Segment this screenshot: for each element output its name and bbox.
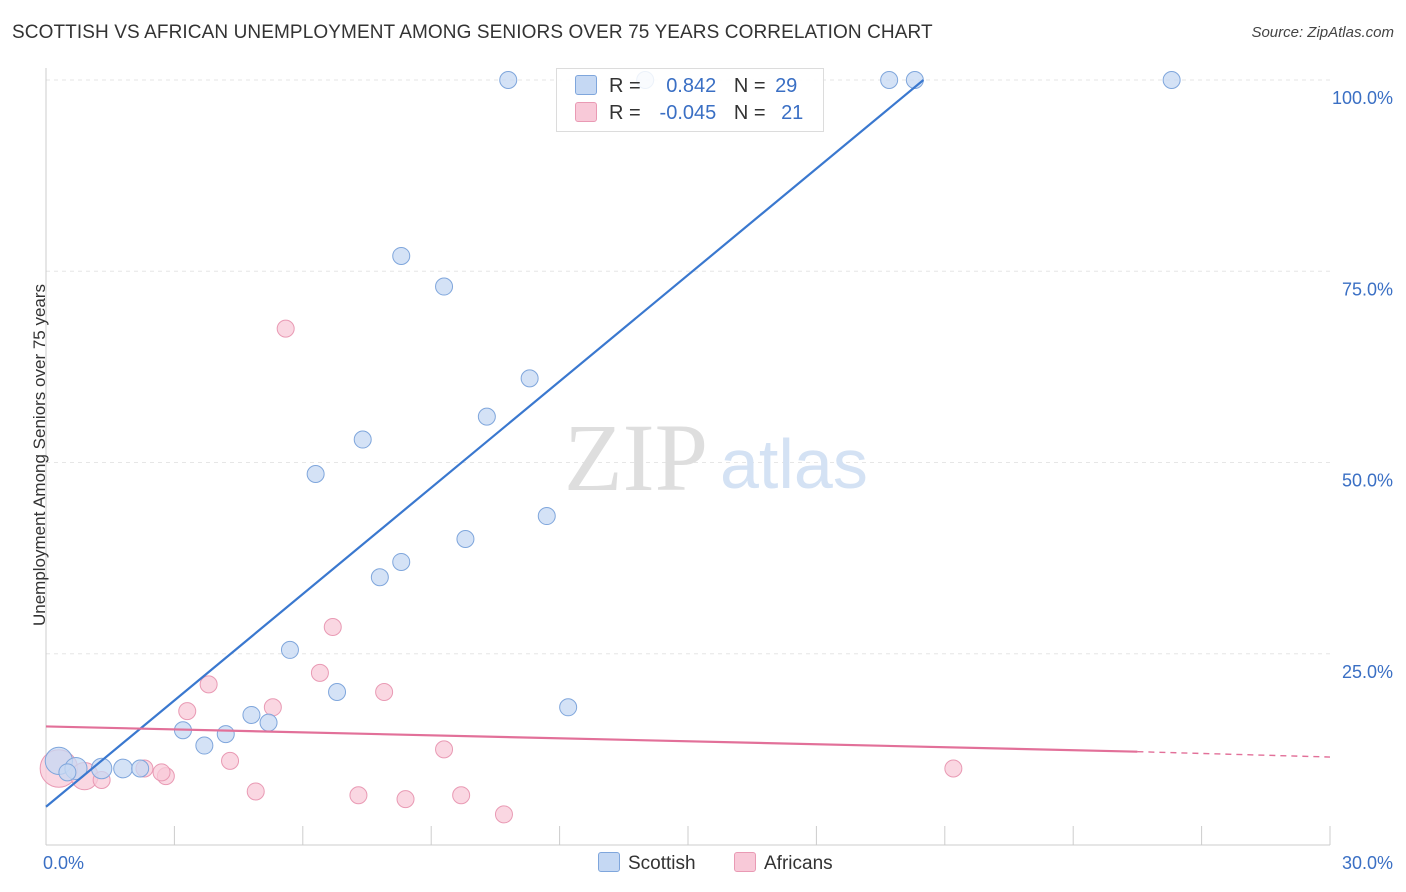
scottish-point-12: [328, 683, 347, 701]
scottish-point-9: [259, 713, 278, 732]
series-africans: [39, 319, 963, 824]
y-tick-label-0: 25.0%: [1342, 662, 1393, 682]
africans-point-10: [276, 319, 295, 338]
correlation-stats-box: R = 0.842 N = 29 R = -0.045 N = 21: [556, 68, 824, 132]
stats-row-africans: R = -0.045 N = 21: [575, 102, 803, 128]
africans-n-value: 21: [781, 102, 804, 124]
scottish-point-17: [435, 277, 454, 296]
africans-point-17: [452, 786, 471, 805]
scottish-point-10: [280, 640, 299, 659]
scottish-point-23: [559, 698, 578, 717]
scottish-point-4: [131, 759, 150, 778]
scottish-r-value: 0.842: [666, 75, 717, 97]
scottish-point-28: [58, 763, 77, 782]
africans-point-9: [263, 698, 282, 717]
africans-trend-extension: [1137, 750, 1331, 758]
scottish-point-25: [880, 71, 899, 89]
scottish-trend-line: [45, 79, 925, 808]
legend-item-africans[interactable]: Africans: [734, 852, 833, 875]
africans-point-15: [396, 790, 415, 809]
source-credit: Source: ZipAtlas.com: [1251, 24, 1394, 41]
scottish-point-14: [370, 568, 389, 587]
watermark-zip: ZIP: [564, 404, 708, 511]
scottish-point-16: [392, 246, 411, 265]
scottish-point-20: [499, 71, 518, 89]
tick-labels: 25.0% 50.0% 75.0% 100.0% 0.0% 30.0%: [43, 88, 1393, 873]
scottish-point-27: [1162, 71, 1181, 89]
scottish-swatch: [575, 75, 597, 95]
y-axis-label: Unemployment Among Seniors over 75 years: [30, 283, 49, 627]
axes: [45, 68, 1331, 846]
africans-point-16: [435, 740, 454, 759]
legend-item-scottish[interactable]: Scottish: [598, 852, 696, 875]
africans-point-20: [152, 763, 171, 782]
africans-point-13: [349, 786, 368, 805]
scottish-r-label: R =: [609, 75, 641, 97]
scottish-point-19: [477, 407, 496, 426]
legend-africans-swatch: [734, 852, 756, 872]
africans-r-value: -0.045: [659, 102, 717, 124]
scottish-point-13: [353, 430, 372, 449]
scottish-point-7: [216, 725, 235, 744]
africans-point-19: [944, 759, 963, 778]
legend-scottish-swatch: [598, 852, 620, 872]
scottish-point-21: [520, 369, 539, 388]
africans-point-5: [178, 702, 197, 721]
africans-point-6: [199, 675, 218, 694]
scottish-point-6: [195, 736, 214, 755]
y-tick-label-1: 50.0%: [1342, 471, 1393, 491]
scottish-point-18: [456, 530, 475, 548]
africans-n-label: N =: [733, 102, 766, 124]
scottish-n-value: 29: [775, 75, 798, 97]
africans-r-label: R =: [609, 102, 641, 124]
scottish-point-11: [306, 464, 325, 483]
africans-point-18: [494, 805, 513, 824]
africans-point-8: [246, 782, 265, 801]
y-tick-label-3: 100.0%: [1332, 88, 1393, 108]
chart-title: SCOTTISH VS AFRICAN UNEMPLOYMENT AMONG S…: [12, 22, 933, 43]
grid-lines: [46, 79, 1330, 655]
x-tick-label-0: 0.0%: [43, 853, 84, 873]
africans-point-7: [221, 751, 240, 770]
legend-scottish-label: Scottish: [628, 853, 696, 874]
trend-lines: [45, 79, 1331, 808]
africans-point-14: [375, 683, 394, 701]
watermark: ZIP atlas: [564, 404, 868, 511]
scottish-n-label: N =: [733, 75, 766, 97]
x-tick-label-1: 30.0%: [1342, 853, 1393, 873]
y-tick-label-2: 75.0%: [1342, 279, 1393, 299]
africans-point-11: [310, 663, 329, 682]
africans-point-12: [323, 617, 342, 636]
scottish-point-8: [242, 705, 261, 724]
scottish-point-3: [113, 758, 133, 779]
legend-africans-label: Africans: [764, 853, 833, 874]
stats-row-scottish: R = 0.842 N = 29: [575, 75, 797, 101]
scottish-point-22: [537, 507, 556, 526]
africans-trend-line: [45, 725, 1138, 753]
watermark-atlas: atlas: [720, 425, 868, 503]
scottish-point-15: [392, 552, 411, 571]
africans-swatch: [575, 102, 597, 122]
